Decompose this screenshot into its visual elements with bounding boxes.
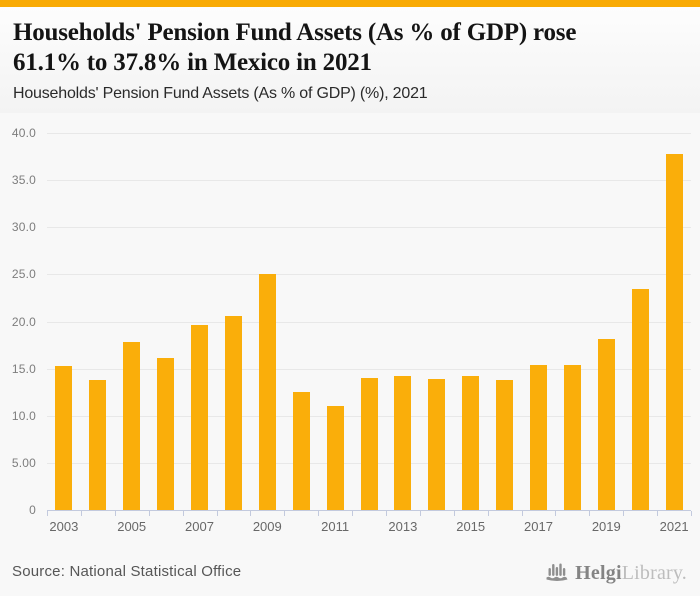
page-title-line2: 61.1% to 37.8% in Mexico in 2021 <box>13 49 372 76</box>
x-axis-tick-label: 2005 <box>117 519 147 534</box>
logo-text-library: Library <box>621 561 682 584</box>
gridline-15.0 <box>47 369 691 370</box>
bar-2010[interactable] <box>292 392 310 510</box>
x-axis-tick <box>691 511 692 516</box>
x-axis-tick <box>385 511 387 516</box>
y-axis-tick-label: 5.00 <box>11 456 36 470</box>
page-title: Households' Pension Fund Assets (As % of… <box>13 18 686 78</box>
bar-2006[interactable] <box>157 358 175 510</box>
y-axis-tick-label: 25.0 <box>11 267 36 281</box>
bar-2016[interactable] <box>496 379 514 510</box>
bar-2015[interactable] <box>462 376 480 510</box>
page-title-line1: Households' Pension Fund Assets (As % of… <box>13 19 577 46</box>
y-axis-tick-label: 0 <box>29 503 36 517</box>
bar-2018[interactable] <box>563 364 581 510</box>
helgi-library-logo[interactable]: HelgiLibrary. <box>545 557 687 589</box>
gridline-20.0 <box>47 322 691 323</box>
y-axis-tick-label: 20.0 <box>11 315 36 329</box>
gridline-35.0 <box>47 180 691 181</box>
chart-subtitle: Households' Pension Fund Assets (As % of… <box>13 85 428 102</box>
bar-2004[interactable] <box>89 379 107 510</box>
x-axis-tick <box>318 511 320 516</box>
helgi-bars-icon <box>545 559 570 589</box>
y-axis-tick-label: 15.0 <box>11 362 36 376</box>
logo-text-suffix: . <box>681 561 687 584</box>
x-axis-tick <box>623 511 625 516</box>
gridline-25.0 <box>47 274 691 275</box>
x-axis-tick-label: 2015 <box>456 519 486 534</box>
bar-2020[interactable] <box>631 288 649 510</box>
logo-text: HelgiLibrary. <box>575 562 687 585</box>
x-axis-tick <box>487 511 489 516</box>
x-axis-tick <box>589 511 591 516</box>
x-axis-tick <box>284 511 286 516</box>
x-axis-tick <box>148 511 150 516</box>
bar-2012[interactable] <box>360 378 378 510</box>
source-note: Source: National Statistical Office <box>12 563 242 580</box>
gridline-40.0 <box>47 133 691 134</box>
x-axis-tick-label: 2021 <box>659 519 689 534</box>
x-axis-tick <box>216 511 218 516</box>
bar-2013[interactable] <box>394 376 412 510</box>
x-axis-tick <box>114 511 116 516</box>
x-axis-tick <box>250 511 252 516</box>
y-axis-tick-label: 10.0 <box>11 409 36 423</box>
x-axis-tick <box>453 511 455 516</box>
bar-2005[interactable] <box>123 342 141 510</box>
bar-2017[interactable] <box>530 364 547 510</box>
x-axis-tick-label: 2009 <box>252 519 282 534</box>
y-axis-tick-label: 40.0 <box>11 126 36 140</box>
x-axis-tick-label: 2011 <box>321 519 350 534</box>
bar-2007[interactable] <box>191 325 208 510</box>
bar-2003[interactable] <box>55 365 73 510</box>
bar-2008[interactable] <box>224 315 242 510</box>
x-axis-tick <box>352 511 354 516</box>
x-axis-tick <box>80 511 82 516</box>
bar-2009[interactable] <box>258 274 276 510</box>
x-axis-tick <box>47 511 48 516</box>
bar-2021[interactable] <box>665 153 683 510</box>
x-axis-tick <box>419 511 421 516</box>
y-axis-tick-label: 35.0 <box>11 173 36 187</box>
x-axis-tick <box>182 511 184 516</box>
bar-2019[interactable] <box>597 338 615 510</box>
bar-2011[interactable] <box>326 406 344 510</box>
x-axis-tick-label: 2003 <box>49 519 79 534</box>
y-axis-tick-label: 30.0 <box>11 220 36 234</box>
x-axis-tick <box>555 511 557 516</box>
x-axis-tick <box>521 511 523 516</box>
logo-text-helgi: Helgi <box>575 561 622 584</box>
x-axis-tick-label: 2019 <box>591 519 621 534</box>
x-axis-tick-label: 2017 <box>524 519 553 534</box>
x-axis-tick <box>657 511 659 516</box>
bar-2014[interactable] <box>428 379 446 510</box>
gridline-30.0 <box>47 227 691 228</box>
accent-top-bar <box>0 0 700 7</box>
x-axis-line <box>47 510 691 511</box>
x-axis-tick-label: 2007 <box>185 519 214 534</box>
x-axis-tick-label: 2013 <box>388 519 418 534</box>
chart-header: Households' Pension Fund Assets (As % of… <box>0 7 700 113</box>
